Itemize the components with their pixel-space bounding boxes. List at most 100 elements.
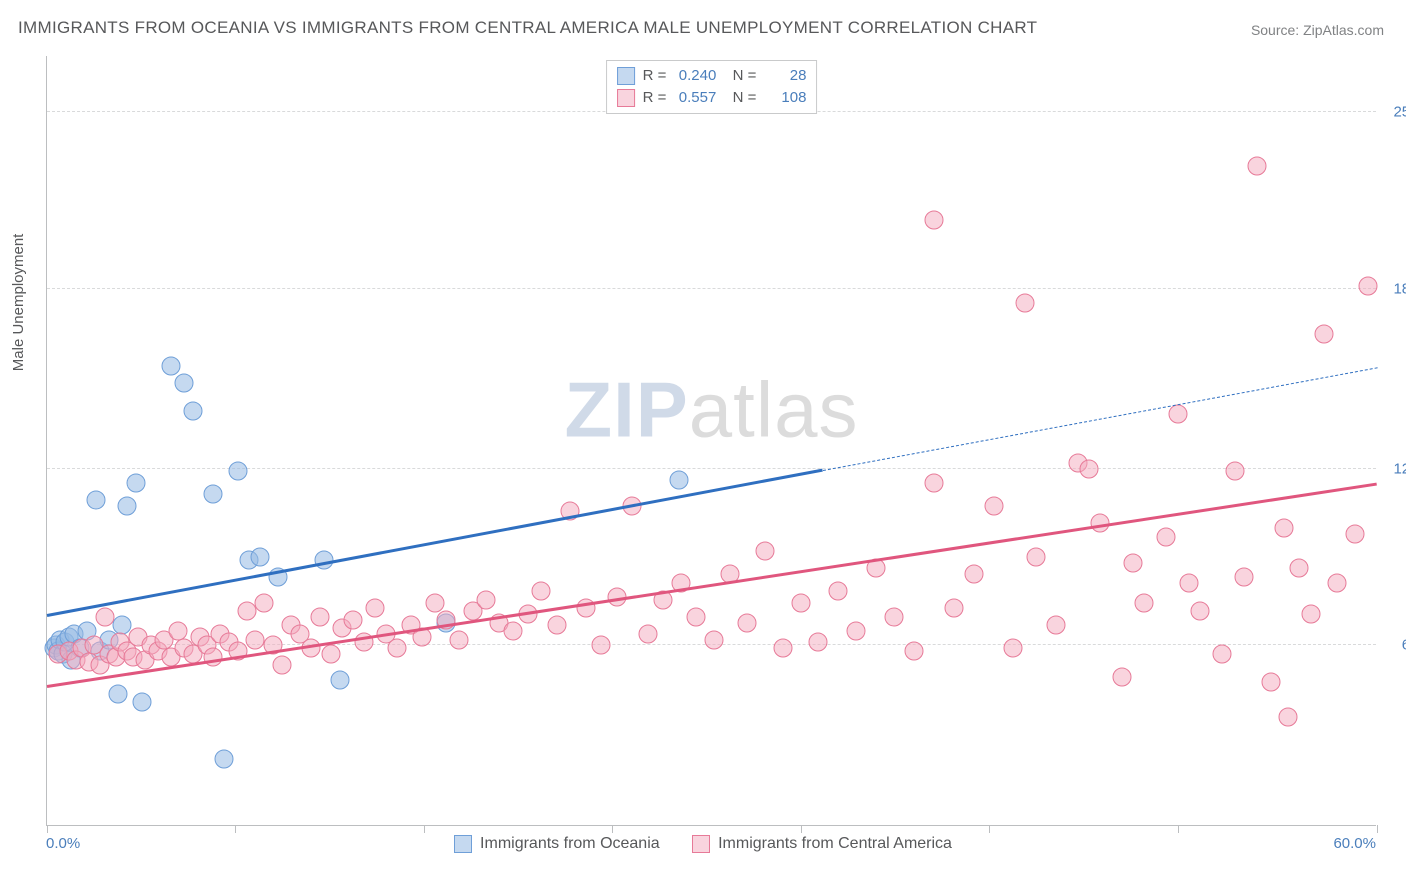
data-point-central_america (255, 593, 274, 612)
data-point-central_america (1314, 325, 1333, 344)
data-point-central_america (809, 633, 828, 652)
data-point-central_america (924, 473, 943, 492)
source-attribution: Source: ZipAtlas.com (1251, 22, 1384, 38)
data-point-central_america (1015, 294, 1034, 313)
data-point-central_america (1290, 559, 1309, 578)
data-point-central_america (1279, 707, 1298, 726)
data-point-central_america (1274, 519, 1293, 538)
data-point-central_america (246, 630, 265, 649)
data-point-central_america (1301, 604, 1320, 623)
x-tick (47, 825, 48, 833)
data-point-central_america (95, 607, 114, 626)
y-tick-label: 18.8% (1386, 280, 1406, 297)
data-point-oceania (330, 670, 349, 689)
data-point-oceania (108, 684, 127, 703)
swatch-oceania (617, 67, 635, 85)
data-point-central_america (738, 613, 757, 632)
watermark: ZIPatlas (564, 364, 858, 455)
data-point-central_america (532, 582, 551, 601)
legend-label-central-america: Immigrants from Central America (718, 835, 952, 853)
legend-label-oceania: Immigrants from Oceania (480, 835, 660, 853)
data-point-central_america (884, 607, 903, 626)
correlation-row-oceania: R = 0.240 N = 28 (617, 65, 807, 87)
data-point-central_america (847, 622, 866, 641)
data-point-central_america (1046, 616, 1065, 635)
x-tick (612, 825, 613, 833)
watermark-zip: ZIP (564, 365, 688, 453)
chart-title: IMMIGRANTS FROM OCEANIA VS IMMIGRANTS FR… (18, 18, 1037, 38)
n-value-oceania: 28 (764, 65, 806, 87)
swatch-central-america-icon (692, 835, 710, 853)
data-point-central_america (343, 610, 362, 629)
data-point-oceania (126, 473, 145, 492)
data-point-central_america (1168, 405, 1187, 424)
data-point-central_america (476, 590, 495, 609)
gridline (47, 288, 1376, 289)
data-point-central_america (547, 616, 566, 635)
series-legend: Immigrants from Oceania Immigrants from … (0, 835, 1406, 858)
watermark-atlas: atlas (689, 365, 859, 453)
x-tick (1377, 825, 1378, 833)
n-label: N = (724, 65, 756, 87)
data-point-central_america (272, 656, 291, 675)
data-point-central_america (924, 211, 943, 230)
data-point-central_america (1328, 573, 1347, 592)
data-point-central_america (1004, 639, 1023, 658)
data-point-oceania (250, 547, 269, 566)
swatch-oceania-icon (454, 835, 472, 853)
data-point-central_america (791, 593, 810, 612)
data-point-central_america (1113, 667, 1132, 686)
n-label: N = (724, 87, 756, 109)
trendline-extrapolated (823, 368, 1377, 472)
data-point-central_america (829, 582, 848, 601)
r-value-oceania: 0.240 (674, 65, 716, 87)
data-point-central_america (773, 639, 792, 658)
y-tick-label: 12.5% (1386, 460, 1406, 477)
data-point-central_america (964, 565, 983, 584)
data-point-central_america (904, 642, 923, 661)
data-point-central_america (366, 599, 385, 618)
data-point-central_america (1026, 547, 1045, 566)
data-point-central_america (1359, 277, 1378, 296)
data-point-central_america (1261, 673, 1280, 692)
data-point-central_america (1135, 593, 1154, 612)
data-point-central_america (756, 542, 775, 561)
data-point-central_america (1179, 573, 1198, 592)
data-point-oceania (669, 470, 688, 489)
r-value-central-america: 0.557 (674, 87, 716, 109)
y-tick-label: 25.0% (1386, 104, 1406, 121)
data-point-central_america (638, 624, 657, 643)
data-point-central_america (1079, 459, 1098, 478)
data-point-central_america (388, 639, 407, 658)
x-tick (1178, 825, 1179, 833)
data-point-central_america (503, 622, 522, 641)
plot-area: ZIPatlas R = 0.240 N = 28 R = 0.557 N = … (46, 56, 1376, 826)
data-point-oceania (117, 496, 136, 515)
data-point-central_america (1190, 602, 1209, 621)
data-point-central_america (1157, 527, 1176, 546)
data-point-central_america (1212, 644, 1231, 663)
data-point-oceania (228, 462, 247, 481)
y-axis-title: Male Unemployment (10, 234, 27, 372)
r-label: R = (643, 65, 667, 87)
data-point-central_america (321, 644, 340, 663)
data-point-central_america (984, 496, 1003, 515)
x-tick (235, 825, 236, 833)
data-point-central_america (592, 636, 611, 655)
r-label: R = (643, 87, 667, 109)
data-point-central_america (1124, 553, 1143, 572)
x-tick (424, 825, 425, 833)
correlation-legend: R = 0.240 N = 28 R = 0.557 N = 108 (606, 60, 818, 114)
x-tick (989, 825, 990, 833)
data-point-central_america (944, 599, 963, 618)
data-point-central_america (425, 593, 444, 612)
data-point-oceania (204, 485, 223, 504)
data-point-central_america (687, 607, 706, 626)
trendline (47, 483, 1377, 688)
data-point-oceania (184, 402, 203, 421)
correlation-row-central-america: R = 0.557 N = 108 (617, 87, 807, 109)
data-point-oceania (215, 750, 234, 769)
data-point-central_america (1248, 157, 1267, 176)
n-value-central-america: 108 (764, 87, 806, 109)
y-tick-label: 6.3% (1386, 637, 1406, 654)
